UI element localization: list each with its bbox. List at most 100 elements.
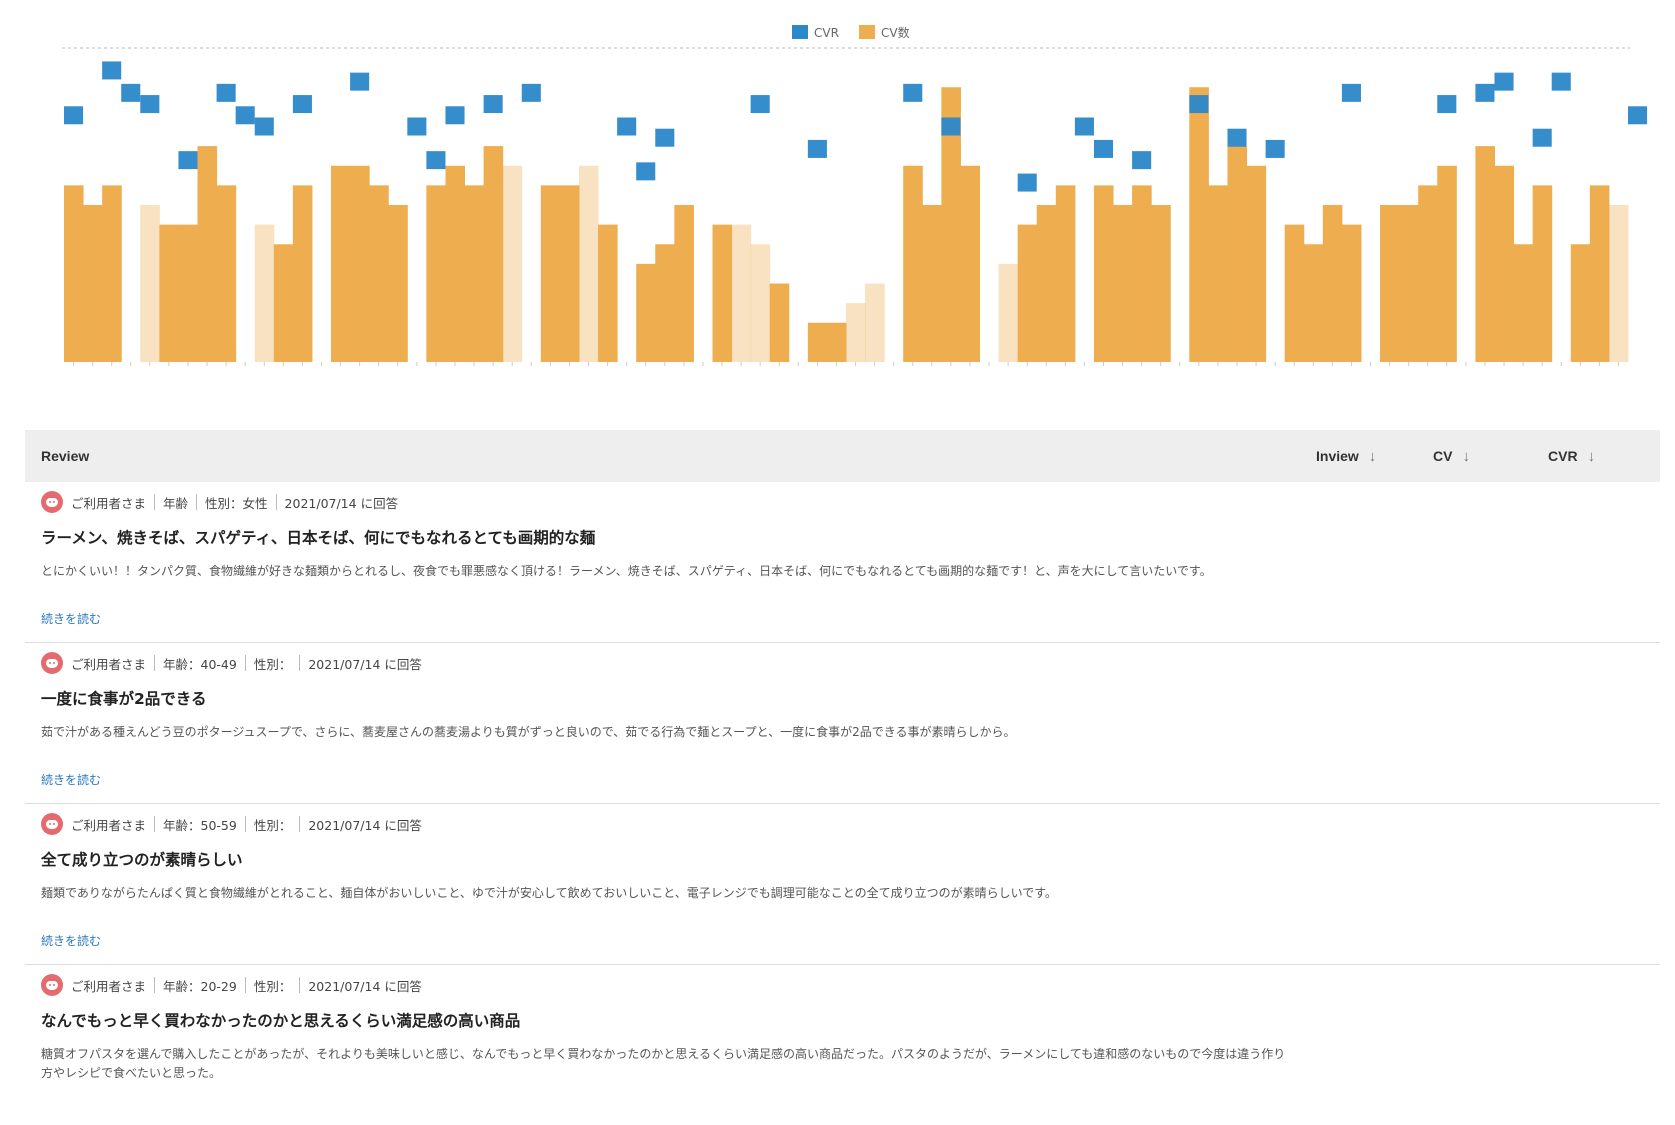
cvr-value [1548, 482, 1660, 642]
review-body: とにかくいい！！タンパク質、食物繊維が好きな麺類からとれるし、夜食でも罪悪感なく… [41, 564, 1212, 578]
cv-bar [1055, 185, 1076, 362]
legend-label: CV数 [881, 25, 910, 40]
cv-bar [502, 165, 523, 362]
cv-bar [178, 224, 199, 362]
meta-divider [154, 494, 156, 510]
answered-date: 2021/07/14 に回答 [308, 978, 422, 994]
cv-bar [941, 87, 961, 362]
review-row: ご利用者さま 年齢：50-59 性別： 2021/07/14 に回答 全て成り立… [25, 804, 1660, 965]
cv-bar [731, 224, 752, 362]
cvr-marker [292, 95, 312, 114]
read-more-link[interactable]: 続きを読む [41, 934, 102, 948]
cv-bar [369, 185, 389, 362]
answered-date: 2021/07/14 に回答 [308, 656, 422, 672]
cvr-marker [1341, 83, 1361, 102]
review-meta: ご利用者さま 年齢：20-29 性別： 2021/07/14 に回答 [41, 974, 422, 996]
cv-bar [102, 185, 122, 362]
meta-divider [275, 494, 277, 510]
user-avatar-icon [41, 974, 63, 996]
cv-bar [1570, 244, 1591, 362]
sort-down-arrow-icon: ↓ [1462, 447, 1470, 465]
read-more-link[interactable]: 続きを読む [41, 773, 102, 787]
cv-bar [331, 165, 351, 362]
cvr-marker [1017, 173, 1037, 192]
user-name: ご利用者さま [71, 817, 147, 833]
cv-bar [216, 185, 237, 362]
cvr-marker [1532, 128, 1552, 147]
inview-value [1316, 804, 1433, 964]
read-more-link[interactable]: 続きを読む [41, 612, 102, 626]
review-row: ご利用者さま 年齢：20-29 性別： 2021/07/14 に回答 なんでもっ… [25, 965, 1660, 1125]
cv-bar [1532, 185, 1553, 362]
cvr-value [1548, 965, 1660, 1125]
cvr-marker [140, 95, 160, 114]
cv-bar [273, 244, 294, 362]
meta-divider [244, 655, 246, 671]
cv-bar [865, 283, 885, 362]
cv-bar [64, 185, 84, 362]
user-name: ご利用者さま [71, 978, 147, 994]
meta-divider [299, 816, 301, 832]
cvr-marker [102, 61, 122, 80]
review-title: 全て成り立つのが素晴らしい [41, 851, 243, 869]
meta-divider [244, 977, 246, 993]
review-table: Review Inview ↓ CV ↓ CVR ↓ ご利用者さま 年齢 性別：… [25, 430, 1660, 1125]
cv-bar [445, 165, 466, 362]
review-content: ご利用者さま 年齢：50-59 性別： 2021/07/14 に回答 全て成り立… [25, 804, 1316, 964]
sort-down-arrow-icon: ↓ [1368, 447, 1377, 465]
cvr-marker [941, 117, 961, 136]
cvr-marker [407, 117, 427, 136]
meta-divider [299, 655, 301, 671]
cv-bar [1589, 185, 1610, 362]
meta-divider [154, 816, 156, 832]
cv-bar [83, 205, 103, 362]
cv-bar [1093, 185, 1114, 362]
cv-bar [846, 303, 866, 362]
cv-bar [1418, 185, 1438, 362]
inview-value [1316, 482, 1433, 642]
cvr-marker [1475, 83, 1495, 102]
cv-sort-header[interactable]: CV ↓ [1433, 448, 1548, 465]
review-content: ご利用者さま 年齢 性別：女性 2021/07/14 に回答 ラーメン、焼きそば… [25, 482, 1316, 642]
cv-bar [388, 205, 408, 362]
cv-bar [998, 263, 1019, 362]
cv-bar [159, 224, 179, 362]
review-title: なんでもっと早く買わなかったのかと思えるくらい満足感の高い商品 [41, 1012, 521, 1030]
cvr-header-label: CVR [1548, 448, 1578, 464]
cvr-sort-header[interactable]: CVR ↓ [1548, 448, 1660, 465]
cv-value [1433, 482, 1548, 642]
cv-value [1433, 965, 1548, 1125]
cvr-marker [617, 117, 637, 136]
legend-label: CVR [814, 26, 839, 40]
cv-bar [598, 224, 618, 362]
review-row: ご利用者さま 年齢：40-49 性別： 2021/07/14 に回答 一度に食事… [25, 643, 1660, 804]
cvr-marker [216, 83, 236, 102]
legend-swatch [859, 25, 875, 39]
cvr-cv-chart: CVR CV数 [62, 25, 1648, 366]
cv-bar [292, 185, 313, 362]
cv-bar [960, 165, 981, 362]
cv-bar [1303, 244, 1324, 362]
cv-value [1433, 643, 1548, 803]
review-meta: ご利用者さま 年齢：40-49 性別： 2021/07/14 に回答 [41, 652, 422, 674]
user-age: 年齢 [163, 495, 189, 511]
cv-bar [826, 322, 847, 362]
answered-date: 2021/07/14 に回答 [284, 495, 399, 511]
cv-bar [674, 205, 694, 362]
user-gender: 性別：女性 [205, 495, 268, 511]
meta-divider [154, 655, 156, 671]
cvr-marker [1074, 117, 1094, 136]
cvr-marker [1494, 72, 1514, 91]
cv-bar [1113, 205, 1133, 362]
cv-bar [1437, 165, 1457, 362]
chart-legend[interactable]: CVR CV数 [792, 25, 910, 40]
cvr-value [1548, 643, 1660, 803]
cv-bar [254, 224, 275, 362]
user-gender: 性別： [253, 656, 292, 672]
meta-divider [299, 977, 301, 993]
inview-sort-header[interactable]: Inview ↓ [1316, 448, 1433, 465]
cvr-marker [636, 162, 656, 181]
review-title: ラーメン、焼きそば、スパゲティ、日本そば、何にでもなれるとても画期的な麺 [41, 529, 596, 547]
review-meta: ご利用者さま 年齢 性別：女性 2021/07/14 に回答 [41, 491, 398, 513]
cvr-marker [64, 106, 84, 125]
